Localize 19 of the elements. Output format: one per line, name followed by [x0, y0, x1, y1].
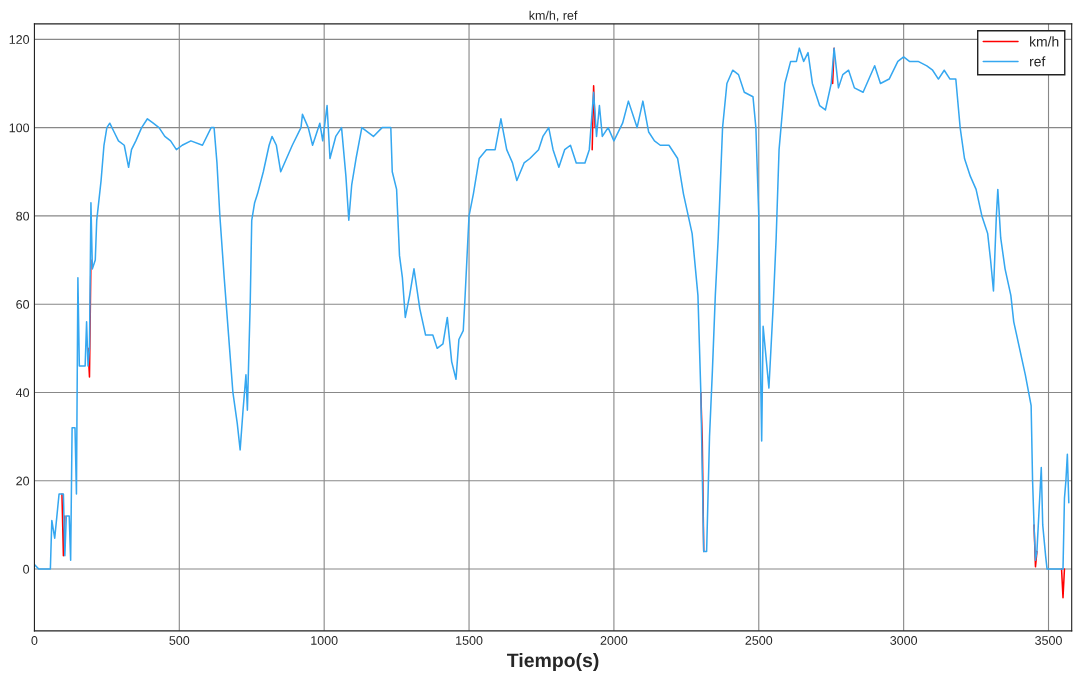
legend-label: ref: [1030, 56, 1046, 67]
y-tick-label: 20: [16, 476, 30, 486]
x-tick-label: 1000: [311, 636, 338, 645]
x-tick-label: 1500: [456, 636, 483, 645]
legend-label: km/h: [1030, 36, 1059, 47]
x-axis-title: Tiempo(s): [507, 652, 599, 672]
y-tick-label: 0: [23, 564, 30, 574]
y-tick-label: 40: [15, 388, 30, 398]
x-tick-label: 3000: [890, 636, 918, 645]
x-tick-label: 3500: [1035, 636, 1062, 645]
y-tick-label: 120: [9, 35, 30, 44]
chart-title: km/h, ref: [529, 10, 578, 22]
x-tick-label: 2000: [600, 636, 628, 645]
y-tick-label: 80: [16, 211, 30, 221]
x-tick-label: 2500: [745, 636, 773, 645]
x-tick-label: 0: [31, 636, 38, 645]
x-tick-label: 500: [169, 636, 190, 645]
y-tick-label: 60: [16, 299, 30, 309]
y-tick-label: 100: [9, 123, 30, 133]
